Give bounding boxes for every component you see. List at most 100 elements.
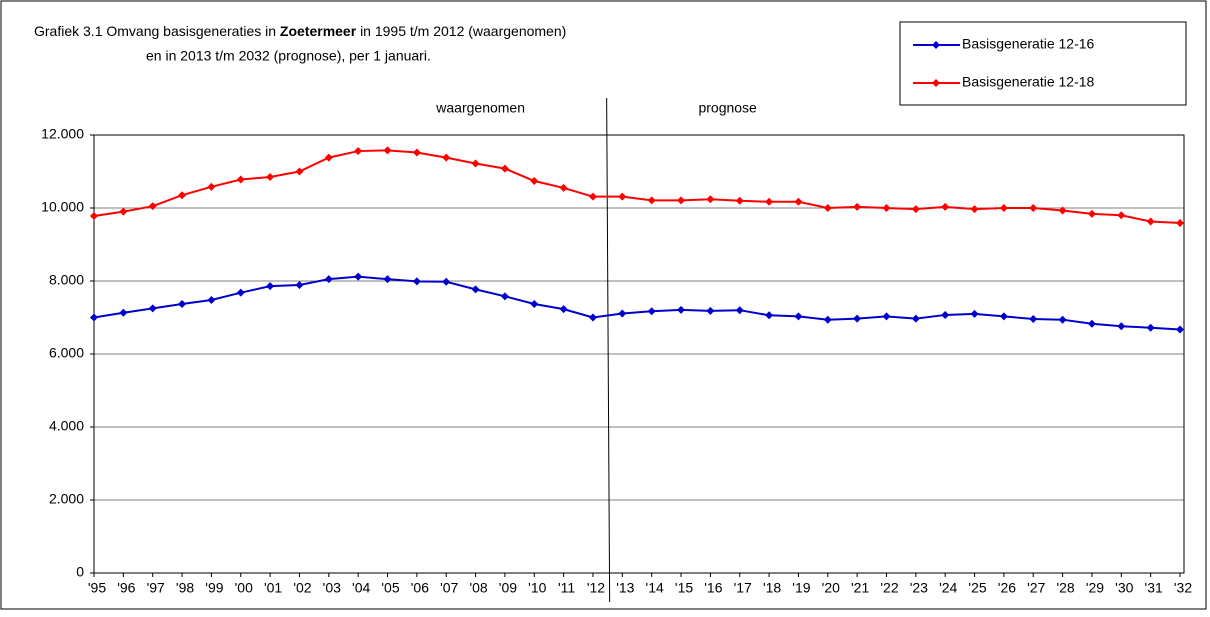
- annotation: waargenomen: [435, 100, 525, 116]
- x-tick-label: '09: [499, 580, 517, 596]
- data-point: [765, 197, 774, 206]
- x-tick-label: '00: [235, 580, 253, 596]
- legend-marker: [932, 41, 940, 49]
- data-point: [119, 308, 128, 317]
- data-point: [266, 282, 275, 291]
- x-tick-label: '32: [1174, 580, 1192, 596]
- y-tick-label: 8.000: [49, 272, 84, 288]
- x-tick-label: '06: [411, 580, 429, 596]
- x-tick-label: '08: [469, 580, 487, 596]
- x-tick-label: '99: [205, 580, 223, 596]
- data-point: [677, 196, 686, 205]
- data-point: [618, 192, 627, 201]
- divider: [606, 97, 611, 603]
- x-tick-label: '98: [176, 580, 194, 596]
- data-point: [383, 275, 392, 284]
- data-point: [1176, 218, 1184, 227]
- data-point: [236, 175, 245, 184]
- chart-subtitle: en in 2013 t/m 2032 (prognose), per 1 ja…: [146, 48, 431, 64]
- data-point: [90, 212, 98, 221]
- data-point: [911, 205, 920, 214]
- title-bold: Zoetermeer: [280, 23, 357, 39]
- data-point: [647, 307, 656, 316]
- x-tick-label: '95: [88, 580, 106, 596]
- x-tick-label: '14: [646, 580, 664, 596]
- data-point: [1176, 325, 1184, 334]
- x-tick-label: '30: [1115, 580, 1133, 596]
- x-tick-label: '22: [880, 580, 898, 596]
- series-line: [93, 275, 1181, 331]
- data-point: [119, 207, 128, 216]
- data-point: [647, 196, 656, 205]
- x-tick-label: '15: [675, 580, 693, 596]
- data-point: [999, 204, 1008, 212]
- x-tick-label: '25: [968, 580, 986, 596]
- y-tick-label: 12.000: [41, 126, 84, 142]
- data-point: [1058, 315, 1067, 324]
- data-point: [148, 304, 157, 313]
- data-point: [794, 197, 803, 206]
- data-point: [618, 309, 627, 318]
- series-line: [93, 149, 1181, 224]
- data-point: [1146, 323, 1155, 332]
- data-point: [559, 183, 568, 192]
- data-point: [530, 299, 539, 308]
- data-point: [823, 315, 832, 324]
- data-point: [266, 172, 275, 181]
- x-tick-label: '10: [528, 580, 546, 596]
- data-point: [207, 295, 216, 304]
- x-tick-label: '16: [704, 580, 722, 596]
- data-point: [970, 309, 979, 318]
- data-point: [1146, 217, 1155, 226]
- x-tick-label: '18: [763, 580, 781, 596]
- data-point: [823, 204, 832, 212]
- title-part: Grafiek 3.1 Omvang basisgeneraties in: [34, 23, 276, 39]
- x-tick-label: '20: [822, 580, 840, 596]
- data-point: [1117, 211, 1126, 220]
- data-point: [1087, 209, 1096, 218]
- legend-marker: [932, 79, 940, 87]
- data-point: [500, 164, 509, 173]
- data-point: [735, 306, 744, 315]
- x-tick-label: '27: [1027, 580, 1045, 596]
- x-tick-label: '07: [440, 580, 458, 596]
- annotation: prognose: [698, 100, 757, 116]
- data-point: [295, 281, 304, 290]
- legend-label: Basisgeneratie 12-18: [962, 74, 1095, 90]
- data-point: [999, 312, 1008, 321]
- x-tick-label: '11: [558, 580, 575, 596]
- data-point: [941, 202, 950, 211]
- data-point: [90, 313, 98, 322]
- data-point: [530, 176, 539, 185]
- data-point: [970, 205, 979, 214]
- data-point: [677, 305, 686, 314]
- data-point: [853, 202, 862, 211]
- legend-box: [899, 21, 1187, 106]
- chart-title: Grafiek 3.1 Omvang basisgeneraties in Zo…: [34, 23, 566, 39]
- x-tick-label: '05: [381, 580, 399, 596]
- data-point: [882, 204, 891, 212]
- x-tick-label: '24: [939, 580, 957, 596]
- x-tick-label: '03: [323, 580, 341, 596]
- y-tick-label: 10.000: [41, 199, 84, 215]
- data-point: [765, 311, 774, 320]
- plot-area: [93, 134, 1185, 574]
- data-point: [559, 305, 568, 314]
- data-point: [1029, 314, 1038, 323]
- data-point: [706, 195, 715, 204]
- data-point: [853, 314, 862, 323]
- x-tick-label: '02: [293, 580, 311, 596]
- data-point: [178, 299, 187, 308]
- legend-label: Basisgeneratie 12-16: [962, 36, 1095, 52]
- data-point: [148, 202, 157, 211]
- y-tick-label: 6.000: [49, 345, 84, 361]
- data-point: [178, 191, 187, 200]
- data-point: [794, 312, 803, 321]
- y-tick-label: 4.000: [49, 418, 84, 434]
- x-tick-label: '19: [792, 580, 810, 596]
- data-point: [1087, 319, 1096, 328]
- data-point: [471, 159, 480, 168]
- data-point: [442, 277, 451, 286]
- x-tick-label: '01: [264, 580, 282, 596]
- y-tick-label: 2.000: [49, 491, 84, 507]
